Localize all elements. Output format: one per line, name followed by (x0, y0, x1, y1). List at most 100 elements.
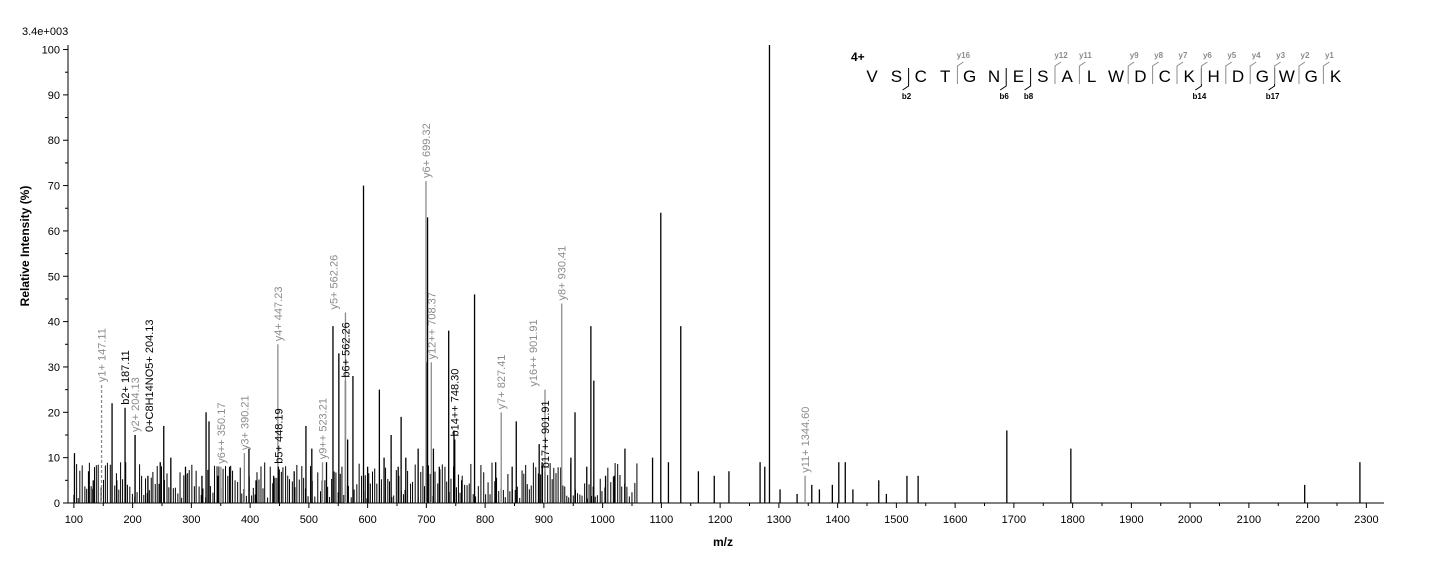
y-ion-label: y1 (1325, 51, 1334, 60)
sequence-residue: D (1232, 67, 1244, 86)
y-ion-bracket (1152, 61, 1159, 84)
sequence-residue: V (866, 67, 878, 86)
y-ion-bracket (1274, 61, 1281, 84)
peak-label: y7+ 827.41 (496, 355, 508, 410)
peak-label: b2+ 187.11 (120, 350, 132, 405)
sequence-residue: G (963, 67, 976, 86)
x-axis-title: m/z (713, 535, 733, 549)
x-tick-label: 700 (417, 514, 435, 526)
peak-label: y1+ 147.11 (97, 328, 109, 382)
sequence-residue: S (1037, 67, 1048, 86)
x-tick-label: 1700 (1002, 514, 1026, 526)
sequence-residue: C (915, 67, 927, 86)
y-tick-label: 0 (54, 498, 60, 510)
peaks-group (73, 45, 1361, 503)
y-tick-label: 10 (48, 453, 60, 465)
y-ion-label: y11 (1079, 51, 1092, 60)
x-tick-label: 2200 (1295, 514, 1319, 526)
x-tick-label: 2100 (1237, 514, 1261, 526)
sequence-residue: L (1087, 67, 1096, 86)
y-tick-label: 60 (48, 226, 60, 238)
y-ion-bracket (1225, 61, 1233, 84)
x-tick-label: 1300 (767, 514, 791, 526)
sequence-residue: T (940, 67, 950, 86)
y-ion-bracket (956, 61, 964, 84)
peak-label: y8+ 930.41 (557, 246, 569, 301)
y-tick-label: 70 (48, 181, 60, 193)
peak-label: b6+ 562.26 (340, 322, 352, 377)
x-tick-label: 1100 (650, 514, 674, 526)
sequence-residue: S (891, 67, 902, 86)
sequence-residue: W (1279, 67, 1295, 86)
peak-label: y3+ 390.21 (239, 395, 251, 450)
x-tick-label: 1400 (825, 514, 849, 526)
b-ion-label: b8 (1024, 92, 1034, 101)
sequence-residue: C (1159, 67, 1171, 86)
b-ion-label: b2 (902, 92, 912, 101)
y-ion-bracket (1200, 61, 1208, 84)
peak-label: b14++ 748.30 (450, 369, 462, 437)
y-ion-label: y7 (1179, 51, 1188, 60)
x-tick-label: 2300 (1354, 514, 1378, 526)
b-ion-label: b6 (1000, 92, 1010, 101)
peak-label: 0+C8H14NO5+ 204.13 (144, 319, 156, 432)
x-tick-label: 200 (123, 514, 141, 526)
sequence-residue: G (1305, 67, 1318, 86)
x-tick-label: 300 (182, 514, 200, 526)
x-tick-label: 900 (535, 514, 553, 526)
y-ion-bracket (1078, 61, 1086, 84)
b-ion-bracket (1268, 68, 1276, 91)
y-tick-label: 100 (42, 45, 60, 57)
x-tick-label: 400 (241, 514, 259, 526)
y-ion-label: y2 (1301, 51, 1310, 60)
y-ion-bracket (1127, 61, 1135, 84)
sequence-residue: W (1108, 67, 1124, 86)
b-ion-label: b17 (1266, 92, 1280, 101)
y-ion-bracket (1249, 61, 1257, 84)
y-ion-label: y5 (1227, 51, 1236, 60)
sequence-residue: K (1184, 67, 1196, 86)
peak-label: y12++ 708.37 (426, 292, 438, 359)
b-ion-bracket (999, 68, 1007, 91)
y-ion-bracket (1322, 61, 1330, 84)
sequence-residue: D (1134, 67, 1146, 86)
y-tick-label: 50 (48, 271, 60, 283)
x-tick-label: 1000 (590, 514, 614, 526)
y-tick-label: 80 (48, 135, 60, 147)
precursor-charge: 4+ (851, 50, 865, 64)
x-tick-label: 600 (358, 514, 376, 526)
peak-label: b17++ 901.91 (540, 400, 552, 468)
sequence-residue: G (1256, 67, 1269, 86)
x-tick-label: 100 (65, 514, 83, 526)
sequence-residue: A (1062, 67, 1074, 86)
peak-label: y6+ 699.32 (421, 123, 433, 178)
x-tick-label: 2000 (1178, 514, 1202, 526)
b-ion-bracket (1195, 68, 1202, 91)
x-tick-label: 1900 (1119, 514, 1143, 526)
max-intensity-label: 3.4e+003 (22, 26, 68, 38)
y-ion-label: y4 (1252, 51, 1261, 60)
b-ion-bracket (1024, 68, 1032, 91)
sequence-residue: N (988, 67, 1000, 86)
x-tick-label: 1500 (884, 514, 908, 526)
y-ion-label: y12 (1054, 51, 1068, 60)
y-ion-label: y9 (1130, 51, 1139, 60)
y-ion-label: y3 (1276, 51, 1285, 60)
b-ion-label: b14 (1193, 92, 1207, 101)
b-ion-bracket (902, 68, 910, 91)
peak-label: y16++ 901.91 (528, 319, 540, 386)
x-tick-label: 1200 (708, 514, 732, 526)
peak-label: y6++ 350.17 (216, 403, 228, 464)
y-ion-bracket (1298, 61, 1306, 84)
peak-label: y4+ 447.23 (273, 287, 285, 342)
peak-label: y9++ 523.21 (318, 398, 330, 459)
x-tick-label: 800 (476, 514, 494, 526)
y-tick-label: 40 (48, 317, 60, 329)
y-axis-title: Relative Intensity (%) (18, 186, 32, 307)
peak-label: y2+ 204.13 (130, 377, 142, 432)
sequence-residue: E (1013, 67, 1024, 86)
y-ion-bracket (1054, 61, 1062, 84)
